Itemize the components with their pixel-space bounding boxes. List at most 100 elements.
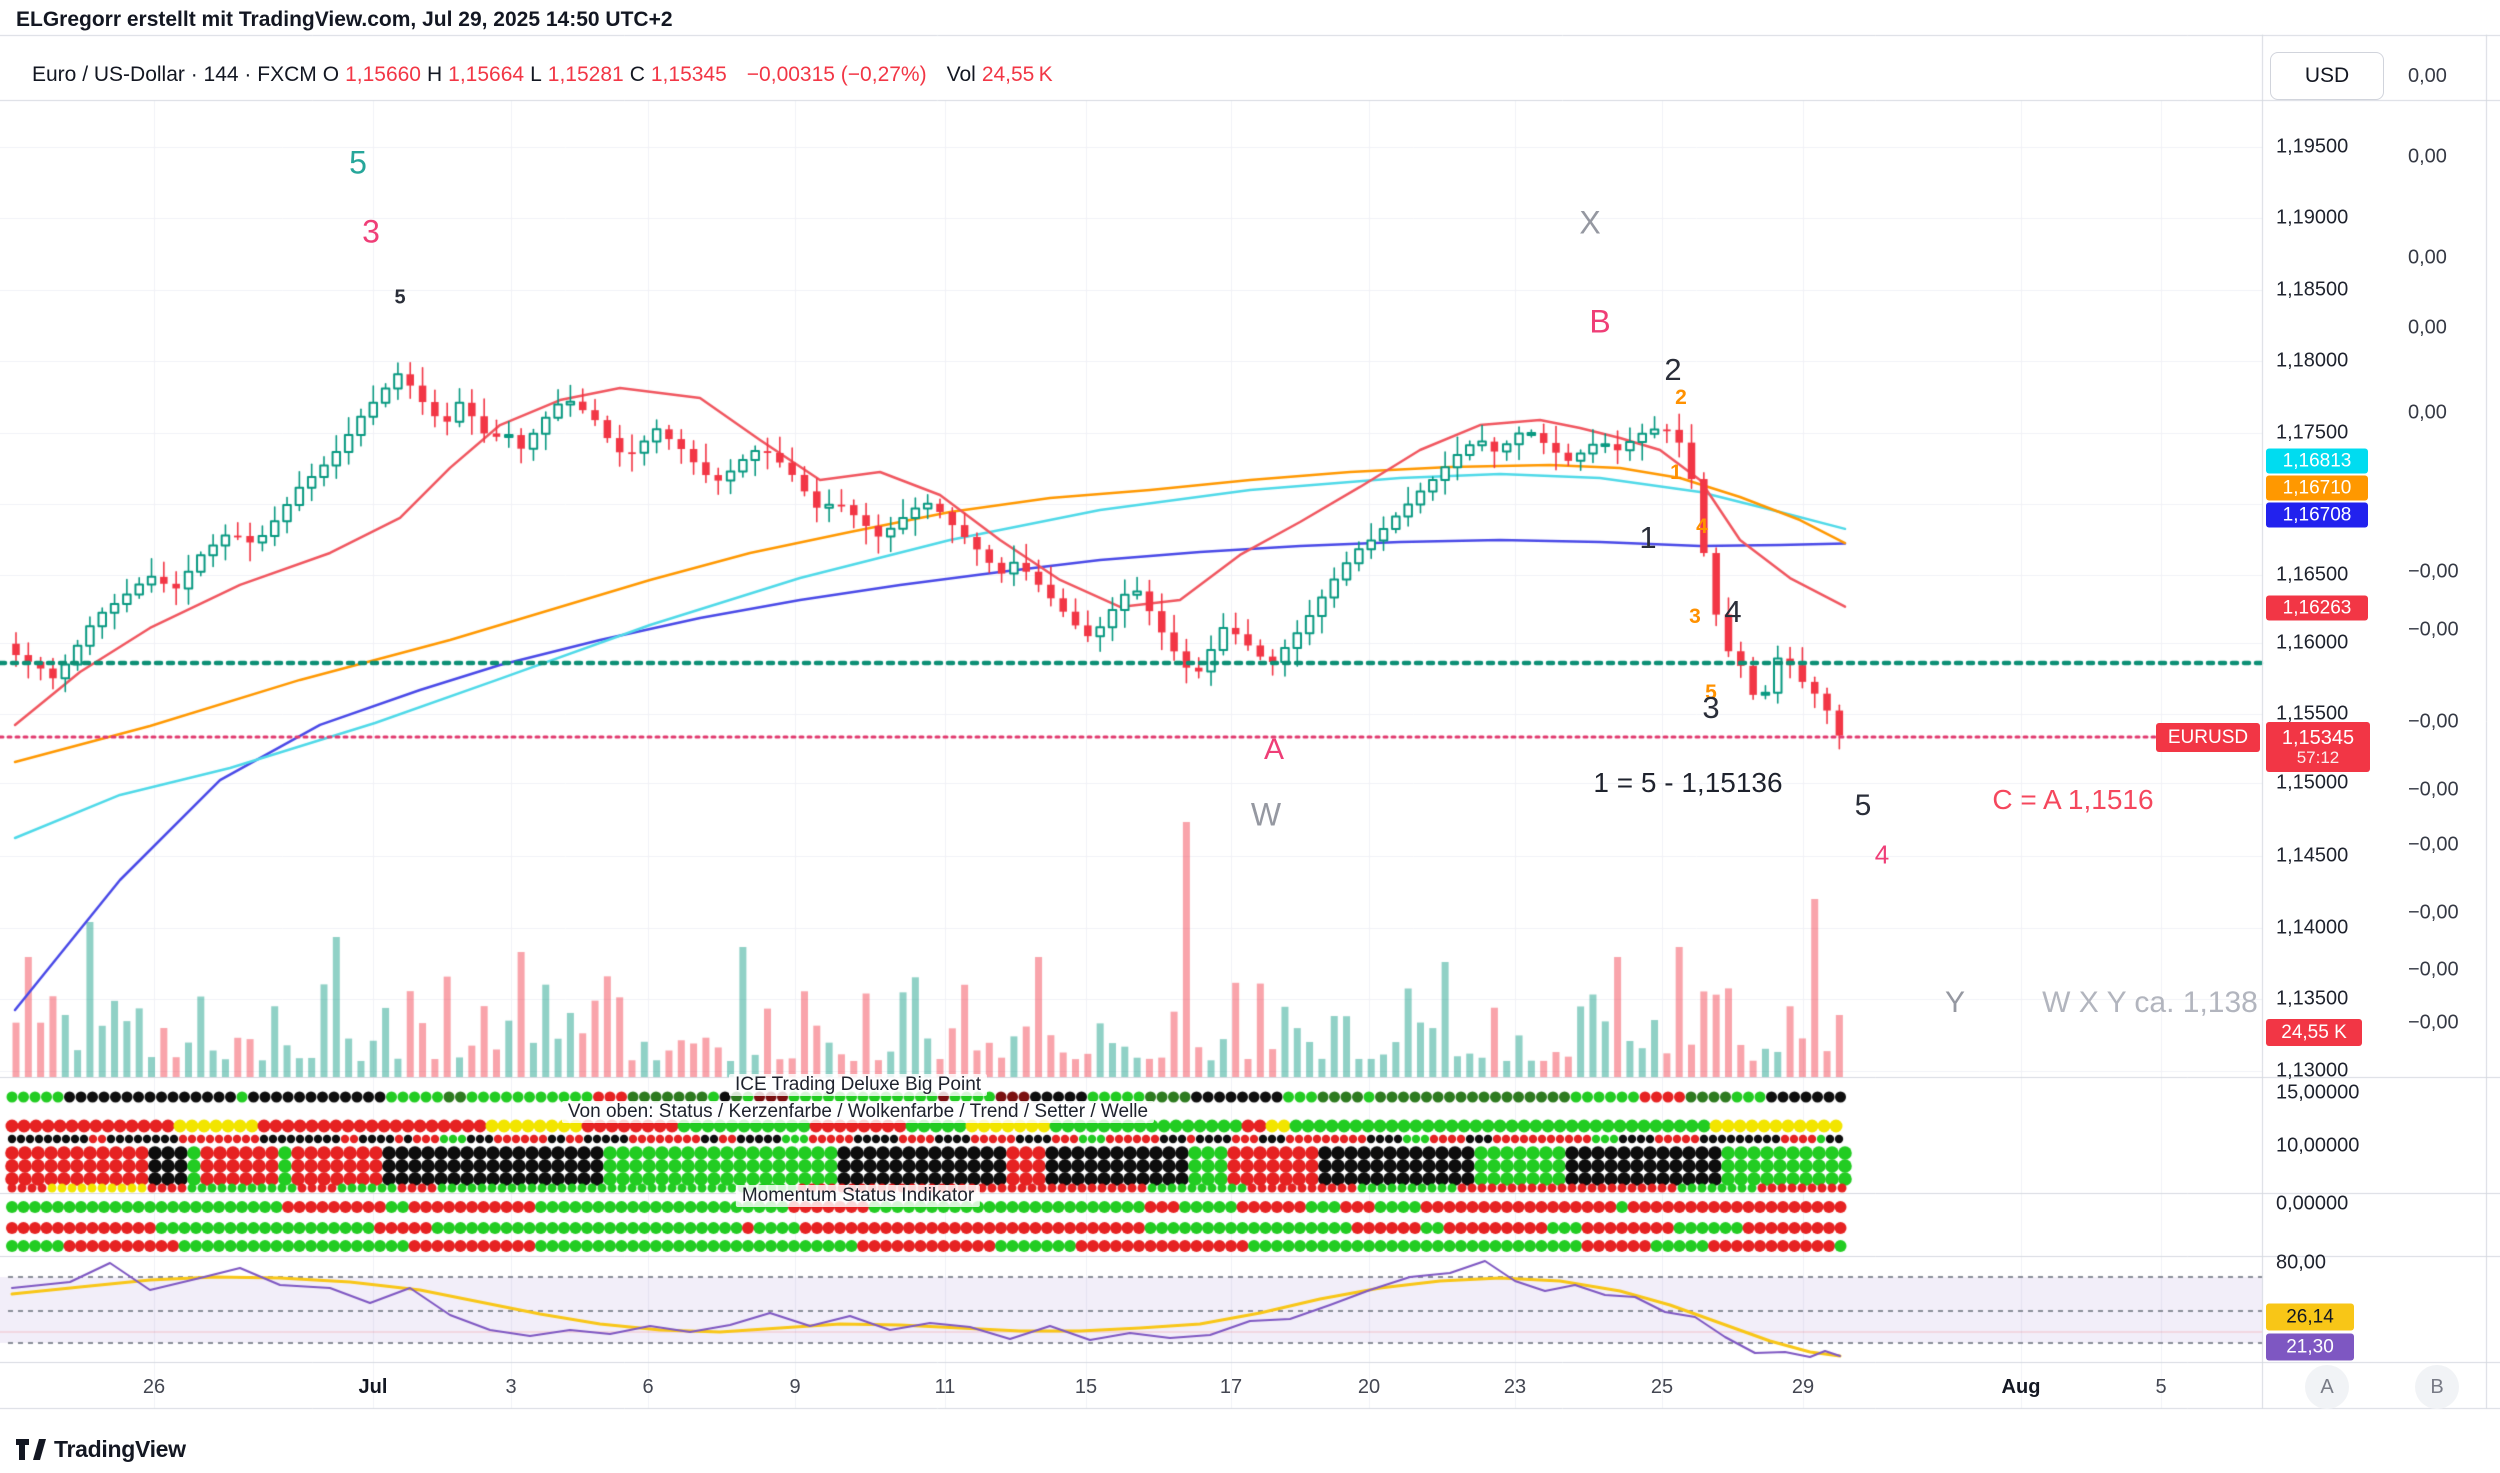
oscillator-value-label: 26,14 [2266, 1303, 2354, 1331]
wave-label: 2 [1675, 386, 1687, 409]
legend-part: 1,15664 [448, 63, 525, 86]
pl-value: −0,00 [2408, 1011, 2459, 1034]
wave-label: 2 [1664, 352, 1682, 387]
price-tick: 10,00000 [2276, 1134, 2360, 1157]
wave-label: 3 [362, 213, 380, 250]
wave-label: Y [1944, 986, 1966, 1019]
pl-value: 0,00 [2408, 401, 2447, 424]
time-label[interactable]: Jul [358, 1376, 388, 1398]
time-label[interactable]: 25 [1650, 1376, 1674, 1398]
pl-value: −0,00 [2408, 710, 2459, 733]
tradingview-wordmark: TradingView [54, 1436, 186, 1462]
price-tick: 1,18500 [2276, 278, 2349, 301]
price-tick: 1,16500 [2276, 563, 2349, 586]
pl-value: −0,00 [2408, 901, 2459, 924]
legend-part: 1,15660 [345, 63, 421, 86]
time-label[interactable]: 20 [1357, 1376, 1381, 1398]
price-tick: 1,18000 [2276, 349, 2349, 372]
currency-value: 0,00 [2408, 65, 2447, 87]
wave-label: W [1250, 796, 1282, 833]
wave-label: 5 [1705, 681, 1717, 704]
symbol-legend[interactable]: Euro / US-Dollar · 144 · FXCM O 1,15660 H 1,… [18, 63, 1059, 87]
wave-label: 3 [1689, 605, 1701, 628]
ma-value-label: 1,16708 [2266, 502, 2368, 528]
wave-label: 5 [394, 286, 406, 309]
currency-button[interactable]: USD [2270, 52, 2384, 100]
price-tick: 1,15500 [2276, 702, 2349, 725]
price-tick: 0,00000 [2276, 1192, 2349, 1215]
ma-value-label: 1,16263 [2266, 595, 2368, 621]
price-tick: 1,17500 [2276, 421, 2349, 444]
time-label[interactable]: 17 [1219, 1376, 1243, 1398]
legend-part: O [322, 63, 340, 86]
pl-value: −0,00 [2408, 618, 2459, 641]
legend-part: Vol [946, 63, 976, 86]
price-tick: 1,19500 [2276, 135, 2349, 158]
tradingview-logo-icon [16, 1439, 46, 1460]
pl-value: −0,00 [2408, 833, 2459, 856]
legend-part: 1,15345 [650, 63, 727, 86]
price-tick: 15,00000 [2276, 1081, 2360, 1104]
legend-part: 24,55 K [981, 63, 1053, 86]
oscillator-value-label: 21,30 [2266, 1333, 2354, 1361]
last-price-label: 1,15345 57:12 [2266, 722, 2370, 772]
pl-value: −0,00 [2408, 958, 2459, 981]
price-tick: 80,00 [2276, 1251, 2327, 1274]
pane-button-b[interactable]: B [2415, 1365, 2459, 1409]
chart-credit: ELGregorr erstellt mit TradingView.com, … [16, 8, 673, 31]
pl-value: 0,00 [2408, 246, 2447, 269]
price-tick: 1,15000 [2276, 771, 2349, 794]
legend-part: H [427, 63, 443, 86]
price-tick: 1,19000 [2276, 206, 2349, 229]
legend-part: 1,15281 [547, 63, 624, 86]
time-label[interactable]: 15 [1074, 1376, 1098, 1398]
wave-label: 1 [1639, 520, 1657, 555]
price-tick: 1,13500 [2276, 987, 2349, 1010]
pl-value: −0,00 [2408, 560, 2459, 583]
price-line-symbol-label: EURUSD [2156, 723, 2260, 752]
ma-value-label: 1,16813 [2266, 448, 2368, 474]
wave-label: 4 [1696, 515, 1708, 538]
wave-label: A [1263, 733, 1285, 766]
wave-label: 5 [1854, 789, 1872, 822]
legend-part: C [629, 63, 645, 86]
time-label[interactable]: 6 [642, 1376, 654, 1398]
time-label[interactable]: 23 [1503, 1376, 1527, 1398]
wave-label: X [1579, 204, 1601, 241]
pane-button-a[interactable]: A [2305, 1365, 2349, 1409]
time-label[interactable]: 29 [1791, 1376, 1815, 1398]
time-label[interactable]: 9 [789, 1376, 801, 1398]
price-tick: 1,16000 [2276, 631, 2349, 654]
time-label[interactable]: 26 [142, 1376, 166, 1398]
wave-label: 5 [349, 144, 367, 181]
time-label[interactable]: 5 [2155, 1376, 2167, 1398]
wave-label: 1 [1670, 461, 1682, 484]
price-tick: 1,13000 [2276, 1059, 2349, 1082]
wave-label: 3 [1702, 690, 1720, 725]
indicator-title: Von oben: Status / Kerzenfarbe / Wolkenf… [561, 1101, 1155, 1123]
wave-label: C = A 1,1516 [1992, 784, 2154, 815]
volume-value-label: 24,55 K [2266, 1019, 2362, 1046]
time-label[interactable]: Aug [2001, 1376, 2041, 1398]
indicator-title: ICE Trading Deluxe Big Point [728, 1074, 988, 1096]
ma-value-label: 1,16710 [2266, 475, 2368, 501]
indicator-title: Momentum Status Indikator [735, 1185, 981, 1207]
legend-part: Euro / US-Dollar · 144 · FXCM [32, 63, 317, 86]
tradingview-logo[interactable]: TradingView [16, 1436, 186, 1463]
wave-label: 1 = 5 - 1,15136 [1593, 767, 1783, 798]
wave-label: B [1589, 303, 1611, 340]
legend-part: L [530, 63, 542, 86]
wave-label: W X Y ca. 1,138 [2042, 986, 2258, 1019]
pl-value: 0,00 [2408, 145, 2447, 168]
last-price-value: 1,15345 [2281, 726, 2355, 749]
price-tick: 1,14500 [2276, 844, 2349, 867]
price-tick: 1,14000 [2276, 916, 2349, 939]
wave-label: 4 [1874, 839, 1890, 870]
wave-label: 4 [1724, 594, 1742, 629]
pl-value: 0,00 [2408, 316, 2447, 339]
time-label[interactable]: 11 [934, 1376, 956, 1398]
legend-part: −0,00315 (−0,27%) [746, 63, 927, 86]
time-label[interactable]: 3 [505, 1376, 517, 1398]
